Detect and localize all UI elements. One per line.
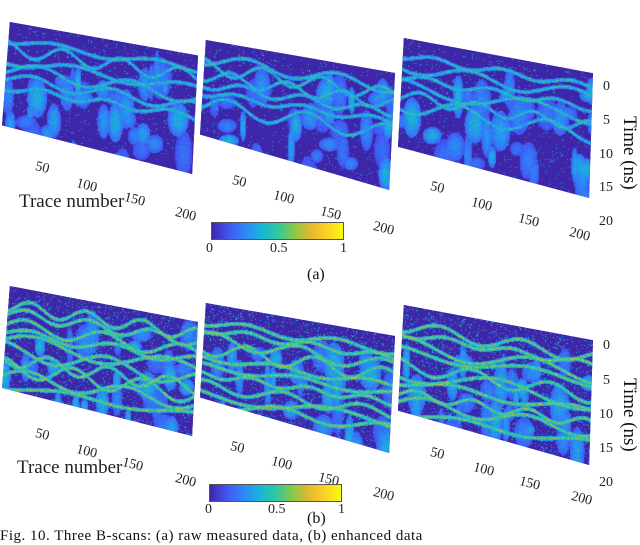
x-tick-a2-150: 150 xyxy=(318,204,343,224)
y-tick-a-0: 0 xyxy=(603,79,610,94)
x-tick-b2-50: 50 xyxy=(228,439,246,457)
cbar-tick-b-0: 0 xyxy=(205,502,212,517)
x-tick-b3-150: 150 xyxy=(517,474,542,494)
colorbar-a xyxy=(211,222,344,240)
y-tick-a-10: 10 xyxy=(599,147,613,162)
x-tick-a1-50: 50 xyxy=(33,159,51,177)
x-tick-b1-200: 200 xyxy=(173,471,198,491)
x-tick-a3-50: 50 xyxy=(428,179,446,197)
x-tick-b1-150: 150 xyxy=(120,455,145,475)
heatmap-b1 xyxy=(2,286,198,436)
cbar-tick-b-1: 1 xyxy=(338,502,345,517)
y-tick-a-20: 20 xyxy=(599,214,613,229)
x-tick-b2-200: 200 xyxy=(371,485,396,505)
x-tick-a1-200: 200 xyxy=(173,205,198,225)
subfigure-label-a: (a) xyxy=(307,266,325,283)
y-tick-b-15: 15 xyxy=(599,441,613,456)
x-tick-a3-100: 100 xyxy=(469,195,494,215)
heatmap-b3 xyxy=(398,305,593,465)
heatmap-a1 xyxy=(2,22,198,174)
heatmap-a2 xyxy=(200,40,395,190)
y-tick-b-5: 5 xyxy=(603,373,610,388)
heatmap-b2 xyxy=(200,303,395,453)
subfigure-label-b: (b) xyxy=(307,510,326,527)
x-tick-b1-50: 50 xyxy=(33,426,51,444)
xlabel-trace-number-a: Trace number xyxy=(19,191,125,212)
xlabel-trace-number-b: Trace number xyxy=(17,457,123,478)
y-tick-b-10: 10 xyxy=(599,407,613,422)
y-tick-a-15: 15 xyxy=(599,180,613,195)
y-tick-b-0: 0 xyxy=(603,338,610,353)
y-tick-b-20: 20 xyxy=(599,475,613,490)
ylabel-time-b: Time (ns) xyxy=(619,378,640,452)
x-tick-b3-100: 100 xyxy=(471,460,496,480)
figure-caption: Fig. 10. Three B-scans: (a) raw measured… xyxy=(0,528,423,544)
x-tick-b2-100: 100 xyxy=(269,454,294,474)
x-tick-a3-150: 150 xyxy=(516,211,541,231)
cbar-tick-a-1: 1 xyxy=(340,241,347,256)
x-tick-a3-200: 200 xyxy=(567,225,592,245)
x-tick-a2-50: 50 xyxy=(230,173,248,191)
x-tick-a1-150: 150 xyxy=(122,190,147,210)
cbar-tick-a-05: 0.5 xyxy=(270,241,288,256)
x-tick-a2-200: 200 xyxy=(371,219,396,239)
cbar-tick-a-0: 0 xyxy=(206,241,213,256)
ylabel-time-a: Time (ns) xyxy=(619,116,640,190)
x-tick-b3-50: 50 xyxy=(428,445,446,463)
cbar-tick-b-05: 0.5 xyxy=(268,502,286,517)
x-tick-b3-200: 200 xyxy=(569,489,594,509)
y-tick-a-5: 5 xyxy=(603,113,610,128)
heatmap-a3 xyxy=(398,38,593,198)
x-tick-a2-100: 100 xyxy=(271,188,296,208)
colorbar-b xyxy=(209,484,342,502)
